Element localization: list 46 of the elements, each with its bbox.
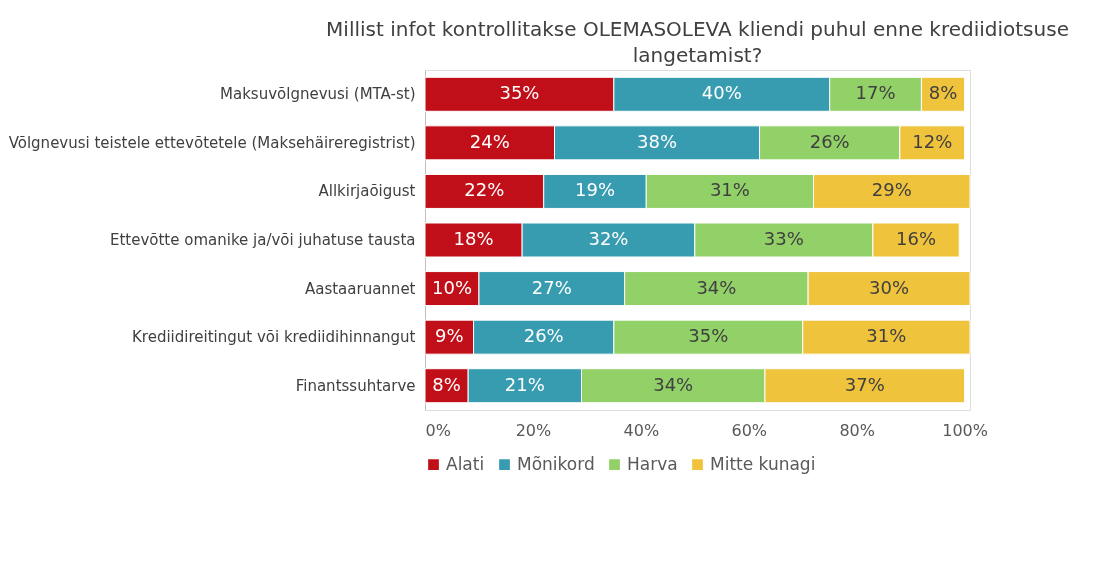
data-label: 21% [504,373,545,395]
x-tick-label: 100% [942,420,988,440]
data-label: 30% [869,276,910,298]
data-label: 26% [523,325,564,347]
legend-label: Mitte kunagi [710,453,816,474]
y-tick-label: Krediidireitingut või krediidihinnangut [132,328,416,347]
data-label: 34% [696,276,737,298]
data-label: 10% [431,276,472,298]
data-label: 31% [866,325,907,347]
x-tick-label: 80% [839,420,875,440]
x-tick-label: 0% [425,420,451,440]
data-label: 24% [469,130,510,152]
data-label: 35% [688,325,729,347]
data-label: 29% [871,179,912,201]
data-label: 9% [435,325,464,347]
data-label: 37% [844,373,885,395]
data-label: 27% [531,276,572,298]
data-label: 16% [896,228,937,249]
x-tick-label: 20% [515,420,552,440]
data-label: 12% [912,130,953,152]
y-tick-label: Maksuvõlgnevusi (MTA-st) [220,85,416,104]
data-label: 33% [763,228,804,249]
data-label: 26% [809,130,850,152]
y-tick-label: Allkirjaõigust [318,182,416,201]
x-tick-label: 60% [731,420,768,440]
data-label: 8% [928,82,958,104]
chart-title: Millist infot kontrollitakse OLEMASOLEVA kliendi puhul enne krediidiotsuse langetamist? [326,17,1069,67]
legend-label: Mõnikord [517,453,595,474]
data-label: 35% [499,82,540,104]
data-label: 22% [464,179,505,201]
data-label: 18% [453,228,494,249]
data-label: 38% [637,130,678,152]
y-tick-label: Ettevõtte omanike ja/või juhatuse tausta [109,231,416,249]
data-label: 31% [709,179,750,201]
x-tick-label: 40% [623,420,660,440]
data-label: 40% [701,82,742,104]
legend-label: Alati [446,453,485,474]
y-tick-label: Aastaaruannet [304,279,416,298]
legend-label: Harva [627,453,678,474]
data-label: 32% [588,228,629,249]
y-tick-label: Finantssuhtarve [295,376,416,395]
data-label: 34% [653,373,694,395]
data-label: 8% [432,373,461,395]
data-label: 19% [574,179,615,201]
y-tick-label: Võlgnevusi teistele ettevõtetele (Maksehäireregistrist) [8,133,416,152]
data-label: 17% [855,82,896,104]
